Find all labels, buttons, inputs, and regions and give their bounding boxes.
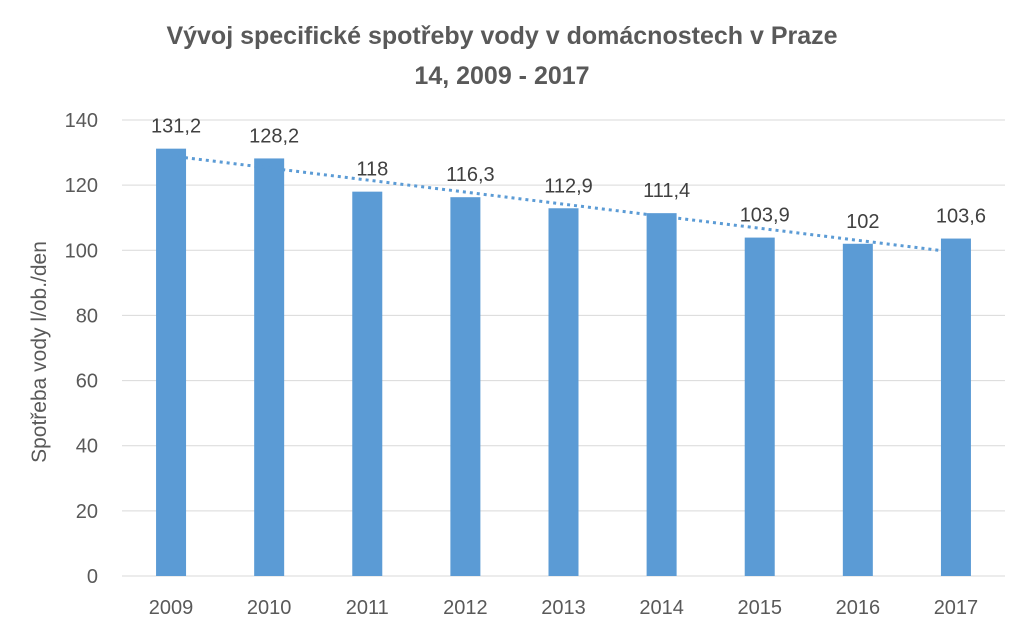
x-tick-label: 2014 xyxy=(639,597,684,619)
y-tick-label: 100 xyxy=(65,240,98,262)
x-tick-label: 2013 xyxy=(541,597,586,619)
data-label: 103,9 xyxy=(740,205,790,227)
x-tick-label: 2010 xyxy=(247,597,292,619)
y-axis-title: Spotřeba vody l/ob./den xyxy=(28,241,51,463)
bar xyxy=(940,238,971,576)
bar xyxy=(744,237,775,576)
bar xyxy=(352,191,383,576)
x-tick-label: 2016 xyxy=(836,597,881,619)
y-tick-label: 40 xyxy=(76,436,98,458)
bar xyxy=(156,148,187,577)
bar xyxy=(450,197,481,577)
y-tick-label: 120 xyxy=(65,175,98,197)
bar xyxy=(646,213,677,576)
x-tick-label: 2009 xyxy=(149,597,194,619)
x-tick-label: 2017 xyxy=(934,597,979,619)
x-tick-label: 2011 xyxy=(346,597,389,619)
trendline xyxy=(170,154,957,254)
chart-title: Vývoj specifické spotřeby vody v domácno… xyxy=(166,22,838,50)
bar xyxy=(548,208,579,577)
bar xyxy=(842,243,873,576)
chart-subtitle: 14, 2009 - 2017 xyxy=(414,62,590,90)
y-tick-label: 140 xyxy=(65,110,98,132)
data-label: 128,2 xyxy=(249,125,299,147)
y-tick-label: 80 xyxy=(76,305,98,327)
data-label: 116,3 xyxy=(446,164,495,186)
bar xyxy=(254,158,285,577)
data-label: 118 xyxy=(356,159,388,181)
data-label: 103,6 xyxy=(936,206,986,228)
data-label: 111,4 xyxy=(643,180,690,202)
x-tick-label: 2015 xyxy=(737,597,782,619)
y-tick-label: 60 xyxy=(76,371,98,393)
y-tick-label: 20 xyxy=(76,501,98,523)
data-label: 102 xyxy=(846,211,879,233)
y-tick-label: 0 xyxy=(87,566,98,588)
x-tick-label: 2012 xyxy=(443,597,488,619)
data-label: 131,2 xyxy=(151,116,201,138)
data-label: 112,9 xyxy=(544,175,593,197)
